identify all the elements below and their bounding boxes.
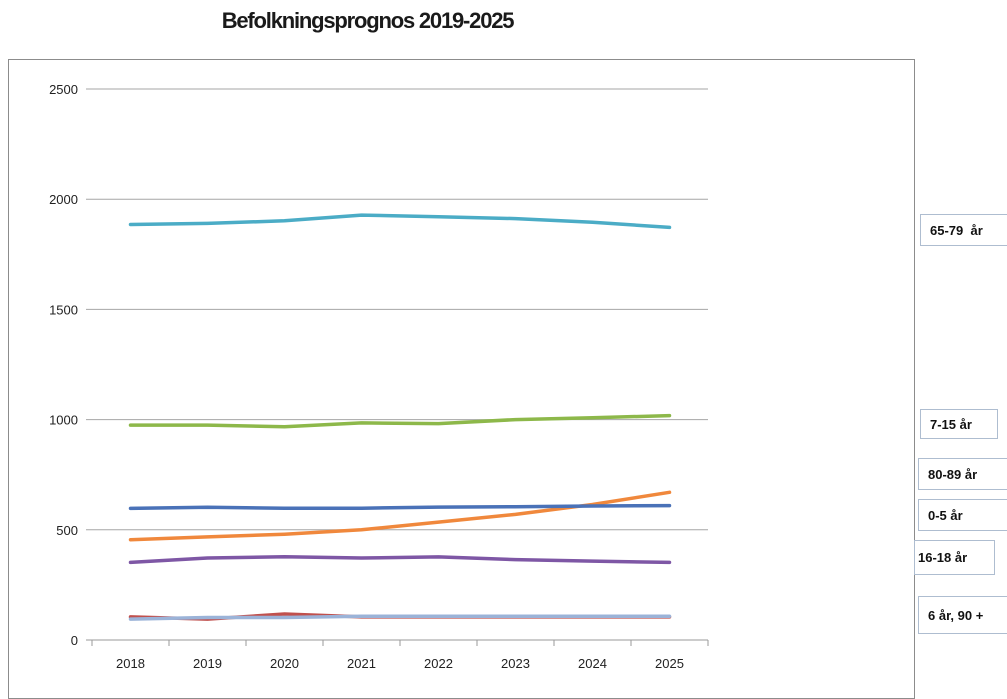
y-tick-label: 2000 [49, 192, 78, 207]
x-tick-label: 2019 [193, 656, 222, 671]
series-label-65-79: 65-79 år [920, 214, 1007, 246]
x-tick-label: 2023 [501, 656, 530, 671]
chart-frame [8, 59, 915, 699]
y-tick-label: 500 [56, 523, 78, 538]
chart-title: Befolkningsprognos 2019-2025 [221, 8, 515, 33]
x-tick-label: 2022 [424, 656, 453, 671]
series-line-2 [128, 490, 672, 542]
series-label-0-5: 0-5 år [918, 499, 1007, 531]
x-tick-label: 2025 [655, 656, 684, 671]
series-label-7-15: 7-15 år [920, 409, 998, 439]
series-label-16-18: 16-18 år [914, 540, 995, 575]
x-tick-label: 2021 [347, 656, 376, 671]
line-chart: 0 500 1000 1500 2000 2500 2018 2019 2020 2021 2022… [49, 82, 709, 671]
x-tick-label: 2018 [116, 656, 145, 671]
series-label-80-89: 80-89 år [918, 458, 1007, 490]
y-tick-label: 1500 [49, 302, 78, 317]
series-line-1 [128, 413, 672, 429]
series-line-6 [128, 614, 672, 621]
x-tick-label: 2020 [270, 656, 299, 671]
y-tick-label: 1000 [49, 413, 78, 428]
series-line-3 [128, 503, 672, 511]
series-label-6-90: 6 år, 90 + [918, 596, 1007, 634]
x-tick-label: 2024 [578, 656, 607, 671]
series-line-4 [128, 554, 672, 565]
series-line-0 [128, 213, 672, 230]
y-tick-label: 0 [71, 633, 78, 648]
y-tick-label: 2500 [49, 82, 78, 97]
